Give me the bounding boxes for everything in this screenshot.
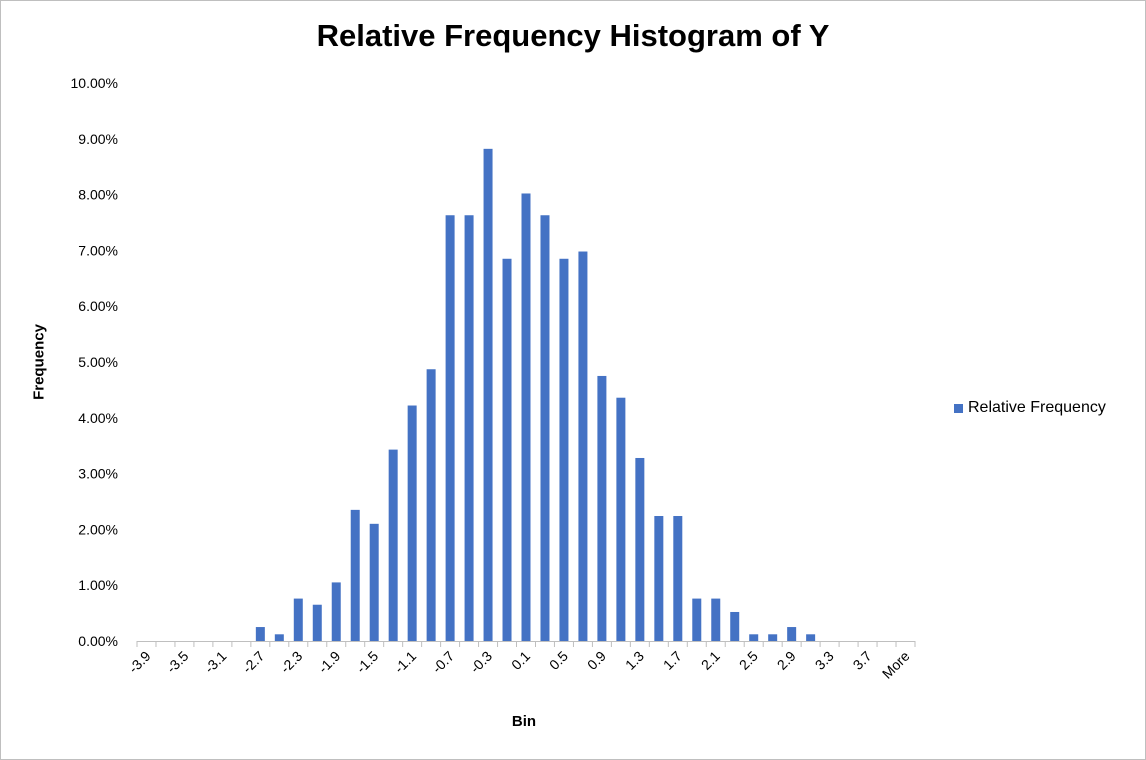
x-tick-label: 0.9	[584, 648, 609, 673]
x-tick-label: 0.5	[546, 648, 571, 673]
y-tick-label: 10.00%	[71, 75, 118, 91]
x-tick-label: -3.5	[163, 648, 192, 677]
x-tick-label: -0.3	[467, 648, 496, 677]
bar--1.1	[407, 405, 417, 641]
bar--0.3	[483, 148, 493, 641]
bar--2.5	[274, 634, 284, 641]
bar--1.5	[369, 523, 379, 641]
bar-0.9	[597, 375, 607, 641]
y-tick-label: 2.00%	[78, 521, 118, 537]
bar--1.3	[388, 449, 398, 641]
bar--2.7	[255, 627, 265, 641]
bar-1.1	[616, 397, 626, 641]
legend-swatch	[954, 403, 963, 413]
y-tick-label: 1.00%	[78, 577, 118, 593]
bar--0.5	[464, 215, 474, 641]
bar--2.1	[312, 604, 322, 641]
bar-2.9	[787, 627, 797, 641]
x-tick-label: 2.1	[698, 648, 723, 673]
bar-3.1	[806, 634, 816, 641]
x-tick-label: 1.7	[660, 648, 685, 673]
bar-0.1	[521, 193, 531, 642]
y-tick-label: 3.00%	[78, 466, 118, 482]
y-axis-title: Frequency	[30, 324, 48, 400]
bar-2.3	[730, 611, 740, 641]
legend-label: Relative Frequency	[968, 399, 1106, 416]
y-tick-label: 5.00%	[78, 354, 118, 370]
x-tick-label: -2.3	[277, 648, 306, 677]
y-tick-label: 0.00%	[78, 633, 118, 649]
bar-1.3	[635, 457, 645, 641]
x-tick-label: -1.9	[315, 648, 344, 677]
bar--0.7	[445, 215, 455, 641]
y-tick-label: 9.00%	[78, 131, 118, 147]
x-tick-label: 0.1	[508, 648, 533, 673]
y-tick-label: 6.00%	[78, 298, 118, 314]
x-tick-label: 2.9	[774, 648, 799, 673]
y-axis-ticks: 0.00% 1.00% 2.00% 3.00% 4.00% 5.00% 6.00% 7.00%…	[71, 75, 118, 649]
x-tick-label: -2.7	[239, 648, 268, 677]
legend: Relative Frequency	[954, 399, 1106, 417]
x-tick-label: -3.9	[125, 648, 154, 677]
y-tick-label: 7.00%	[78, 242, 118, 258]
x-tick-label: More	[879, 648, 913, 682]
x-tick-label: -0.7	[429, 648, 458, 677]
x-tick-label: -1.1	[391, 648, 420, 677]
bar--0.9	[426, 369, 436, 641]
bar-2.7	[768, 634, 778, 641]
bar-0.7	[578, 251, 588, 641]
bar-1.5	[654, 516, 664, 641]
bar-1.7	[673, 516, 683, 641]
bar--2.3	[293, 598, 303, 641]
x-axis-title: Bin	[511, 713, 537, 730]
x-axis-ticks: -3.9 -3.5 -3.1 -2.7 -2.3 -1.9 -1.5 -1.1 -0.7 -0.3…	[125, 641, 916, 682]
chart-title: Relative Frequency Histogram of Y	[316, 18, 830, 53]
x-tick-label: -1.5	[353, 648, 382, 677]
y-tick-label: 4.00%	[78, 410, 118, 426]
bar-1.9	[692, 598, 702, 641]
x-tick-label: 1.3	[622, 648, 647, 673]
x-tick-label: 3.7	[850, 648, 875, 673]
y-tick-label: 8.00%	[78, 187, 118, 203]
bar-2.5	[749, 634, 759, 641]
bar--1.9	[331, 582, 341, 641]
bar-2.1	[711, 598, 721, 641]
bar--0.1	[502, 258, 512, 641]
x-tick-label: 2.5	[736, 648, 761, 673]
bars	[255, 148, 816, 642]
bar-0.3	[540, 215, 550, 641]
x-tick-label: -3.1	[201, 648, 230, 677]
bar-0.5	[559, 258, 569, 641]
bar--1.7	[350, 509, 360, 641]
x-tick-label: 3.3	[812, 648, 837, 673]
